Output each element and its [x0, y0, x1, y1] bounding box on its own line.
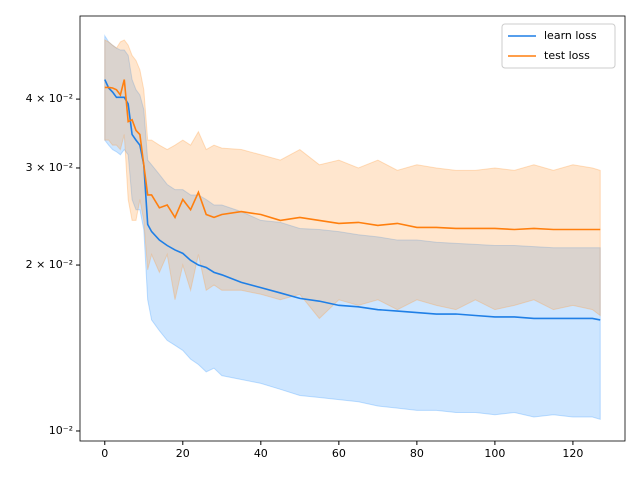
x-tick-label: 40 [254, 447, 268, 460]
y-tick-label: 2 × 10⁻² [26, 258, 73, 271]
y-tick-label: 10⁻² [49, 424, 73, 437]
legend-label: learn loss [544, 29, 597, 42]
line [104, 79, 601, 321]
x-tick-label: 20 [176, 447, 190, 460]
line [104, 79, 601, 231]
x-tick-label: 100 [484, 447, 505, 460]
y-tick-label: 4 × 10⁻² [26, 92, 73, 105]
x-tick-label: 80 [410, 447, 424, 460]
x-tick-label: 0 [101, 447, 108, 460]
x-tick-label: 120 [562, 447, 583, 460]
error-band [104, 34, 601, 420]
legend-box [501, 23, 616, 69]
x-tick-label: 60 [332, 447, 346, 460]
legend-label: test loss [544, 49, 590, 62]
axes-frame [79, 15, 626, 442]
error-band [104, 39, 601, 320]
y-tick-label: 3 × 10⁻² [26, 161, 73, 174]
